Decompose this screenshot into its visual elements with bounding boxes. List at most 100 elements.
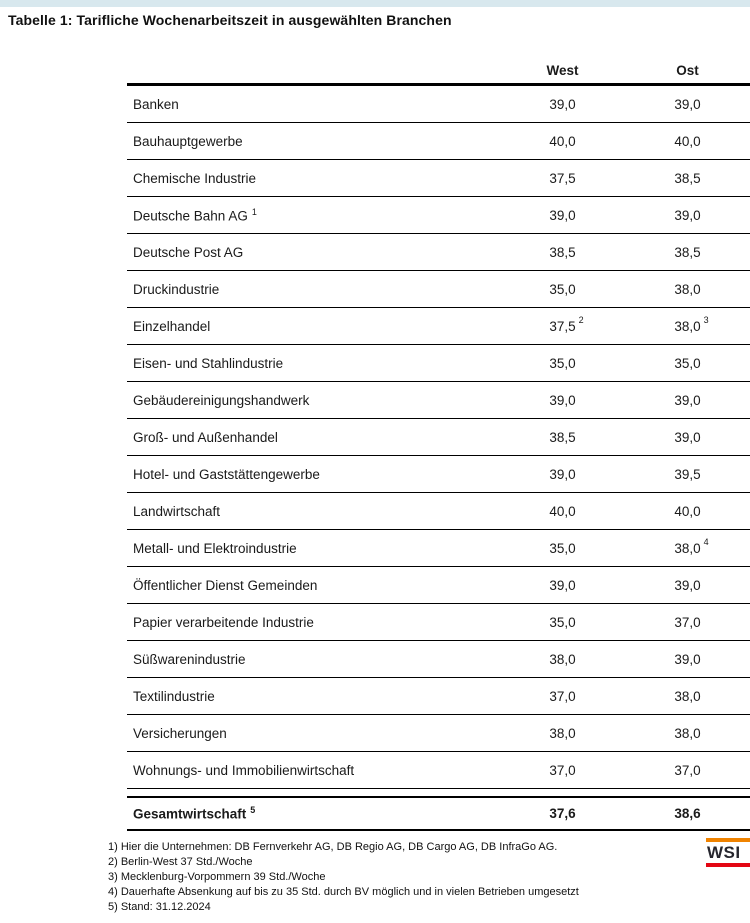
footnote-line: 4) Dauerhafte Absenkung auf bis zu 35 St… <box>108 886 579 898</box>
row-ost-value: 39,0 <box>625 578 750 593</box>
row-west-value: 38,0 <box>500 652 625 667</box>
row-ost-value: 39,0 <box>625 97 750 112</box>
west-number: 35,0 <box>549 540 576 556</box>
row-branch-label: Banken <box>127 97 500 112</box>
ost-number: 39,0 <box>674 392 701 408</box>
branch-name: Druckindustrie <box>133 281 220 297</box>
row-west-value: 39,0 <box>500 578 625 593</box>
row-west-value: 39,0 <box>500 97 625 112</box>
branch-name: Papier verarbeitende Industrie <box>133 614 314 630</box>
table-row: Druckindustrie 35,0 38,0 <box>127 271 750 308</box>
table-row: Landwirtschaft 40,0 40,0 <box>127 493 750 530</box>
row-west-value: 35,0 <box>500 282 625 297</box>
row-ost-value: 37,0 <box>625 763 750 778</box>
row-ost-value: 39,0 <box>625 208 750 223</box>
row-ost-value: 38,0 3 <box>625 315 750 334</box>
ost-number: 38,0 <box>674 688 701 704</box>
branch-name: Textilindustrie <box>133 688 215 704</box>
ost-number: 39,0 <box>674 207 701 223</box>
west-number: 37,5 <box>549 170 576 186</box>
branch-name: Banken <box>133 96 179 112</box>
table-row: Deutsche Bahn AG 1 39,0 39,0 <box>127 197 750 234</box>
row-west-value: 40,0 <box>500 134 625 149</box>
row-branch-label: Öffentlicher Dienst Gemeinden <box>127 578 500 593</box>
total-ost-number: 38,6 <box>674 806 701 821</box>
west-number: 37,0 <box>549 762 576 778</box>
wsi-logo-text: WSI <box>707 843 741 862</box>
west-number: 40,0 <box>549 503 576 519</box>
west-footnote-marker: 2 <box>578 314 584 325</box>
branch-name: Chemische Industrie <box>133 170 257 186</box>
ost-number: 39,0 <box>674 429 701 445</box>
row-branch-label: Deutsche Post AG <box>127 245 500 260</box>
west-number: 39,0 <box>549 577 576 593</box>
table-row: Gebäudereinigungshandwerk 39,0 39,0 <box>127 382 750 419</box>
wsi-logo: WSI <box>706 838 750 867</box>
row-west-value: 37,5 2 <box>500 315 625 334</box>
row-branch-label: Süßwarenindustrie <box>127 652 500 667</box>
row-west-value: 39,0 <box>500 208 625 223</box>
row-ost-value: 38,5 <box>625 245 750 260</box>
ost-number: 38,0 <box>674 318 701 334</box>
west-number: 38,5 <box>549 429 576 445</box>
ost-number: 39,5 <box>674 466 701 482</box>
west-number: 38,0 <box>549 725 576 741</box>
total-label-footnote-marker: 5 <box>250 805 256 816</box>
ost-number: 38,0 <box>674 725 701 741</box>
ost-number: 35,0 <box>674 355 701 371</box>
row-ost-value: 40,0 <box>625 134 750 149</box>
west-number: 37,0 <box>549 688 576 704</box>
row-branch-label: Hotel- und Gaststättengewerbe <box>127 467 500 482</box>
west-number: 35,0 <box>549 614 576 630</box>
footnote-line: 1) Hier die Unternehmen: DB Fernverkehr … <box>108 841 558 853</box>
working-hours-table: West Ost Banken 39,0 39,0 Bauhauptgewerb… <box>127 46 750 831</box>
branch-name: Wohnungs- und Immobilienwirtschaft <box>133 762 355 778</box>
west-number: 35,0 <box>549 281 576 297</box>
row-branch-label: Wohnungs- und Immobilienwirtschaft <box>127 763 500 778</box>
branch-name: Einzelhandel <box>133 318 211 334</box>
row-branch-label: Bauhauptgewerbe <box>127 134 500 149</box>
table-row: Textilindustrie 37,0 38,0 <box>127 678 750 715</box>
table-row: Hotel- und Gaststättengewerbe 39,0 39,5 <box>127 456 750 493</box>
branch-name: Deutsche Bahn AG <box>133 208 248 224</box>
row-branch-label: Eisen- und Stahlindustrie <box>127 356 500 371</box>
table-row: Einzelhandel 37,5 2 38,0 3 <box>127 308 750 345</box>
row-west-value: 37,0 <box>500 763 625 778</box>
row-branch-label: Chemische Industrie <box>127 171 500 186</box>
branch-name: Süßwarenindustrie <box>133 651 246 667</box>
row-branch-label: Deutsche Bahn AG 1 <box>127 207 500 224</box>
branch-name: Eisen- und Stahlindustrie <box>133 355 284 371</box>
ost-number: 40,0 <box>674 133 701 149</box>
row-branch-label: Einzelhandel <box>127 319 500 334</box>
west-number: 39,0 <box>549 392 576 408</box>
table-body: Banken 39,0 39,0 Bauhauptgewerbe 40,0 40… <box>127 86 750 789</box>
ost-footnote-marker: 4 <box>703 536 709 547</box>
west-number: 40,0 <box>549 133 576 149</box>
footnote-line: 3) Mecklenburg-Vorpommern 39 Std./Woche <box>108 871 326 883</box>
total-ost-value: 38,6 <box>625 806 750 821</box>
row-west-value: 39,0 <box>500 467 625 482</box>
ost-number: 39,0 <box>674 96 701 112</box>
branch-name: Versicherungen <box>133 725 227 741</box>
branch-name: Hotel- und Gaststättengewerbe <box>133 466 320 482</box>
row-branch-label: Papier verarbeitende Industrie <box>127 615 500 630</box>
wsi-logo-red-bar <box>706 863 750 867</box>
total-label-text: Gesamtwirtschaft <box>133 806 247 822</box>
row-west-value: 38,0 <box>500 726 625 741</box>
row-west-value: 38,5 <box>500 430 625 445</box>
west-number: 38,5 <box>549 244 576 260</box>
row-branch-label: Metall- und Elektroindustrie <box>127 541 500 556</box>
west-number: 37,5 <box>549 318 576 334</box>
row-ost-value: 38,5 <box>625 171 750 186</box>
row-west-value: 37,0 <box>500 689 625 704</box>
branch-name: Öffentlicher Dienst Gemeinden <box>133 577 318 593</box>
row-ost-value: 39,0 <box>625 393 750 408</box>
footnote-line: 2) Berlin-West 37 Std./Woche <box>108 856 253 868</box>
ost-number: 37,0 <box>674 762 701 778</box>
table-row: Papier verarbeitende Industrie 35,0 37,0 <box>127 604 750 641</box>
ost-number: 38,5 <box>674 244 701 260</box>
row-west-value: 39,0 <box>500 393 625 408</box>
table-row: Deutsche Post AG 38,5 38,5 <box>127 234 750 271</box>
branch-footnote-marker: 1 <box>251 206 257 217</box>
ost-number: 38,5 <box>674 170 701 186</box>
